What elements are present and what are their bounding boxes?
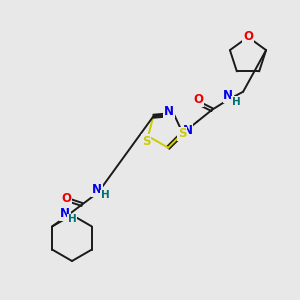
Text: S: S [178, 127, 186, 140]
Text: N: N [183, 124, 193, 136]
Text: N: N [164, 105, 174, 118]
Text: N: N [223, 89, 233, 102]
Text: O: O [193, 93, 203, 106]
Text: S: S [142, 135, 150, 148]
Text: H: H [232, 97, 241, 107]
Text: H: H [101, 190, 110, 200]
Text: H: H [68, 214, 76, 224]
Text: N: N [92, 183, 102, 196]
Text: N: N [60, 207, 70, 220]
Text: O: O [243, 29, 253, 43]
Text: O: O [61, 192, 71, 205]
